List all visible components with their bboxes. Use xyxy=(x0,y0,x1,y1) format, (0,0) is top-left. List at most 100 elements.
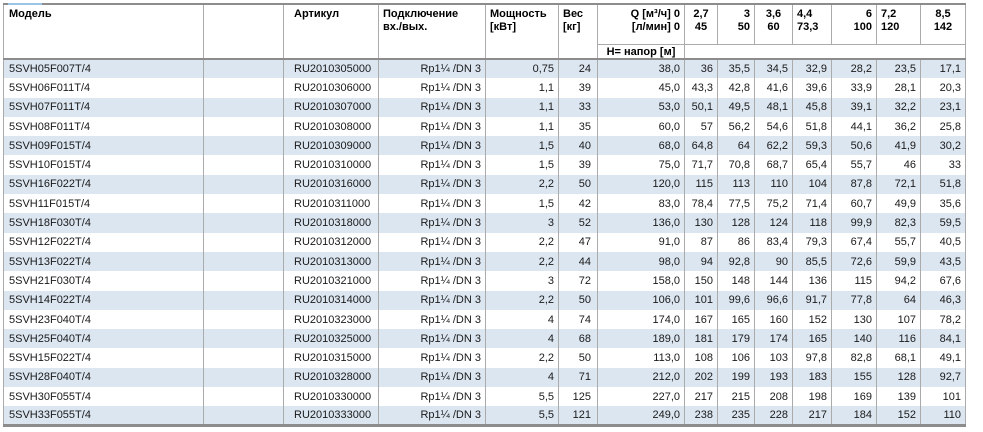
table-row: 5SVH15F022T/4 RU2010315000 Rp1¼ /DN 3 2,… xyxy=(3,348,966,368)
model-cell: 5SVH07F011T/4 xyxy=(3,97,204,117)
model-cell: 5SVH25F040T/4 xyxy=(3,329,204,349)
article-cell: RU2010310000 xyxy=(283,155,379,175)
head-q0-cell: 227,0 xyxy=(597,387,685,407)
head-cell-6: 41,9 xyxy=(876,136,921,156)
head-cell-5: 184 xyxy=(831,406,877,428)
head-cell-4: 45,8 xyxy=(792,97,832,117)
flow-lmin-value: 73,3 xyxy=(797,21,819,33)
table-row: 5SVH18F030T/4 RU2010318000 Rp1¼ /DN 3 3 … xyxy=(3,213,966,233)
head-cell-3: 62,2 xyxy=(754,136,793,156)
col-header-article: Артикул xyxy=(283,4,379,60)
head-cell-1: 130 xyxy=(684,213,718,233)
col-header-weight-line2: [кг] xyxy=(563,21,581,33)
flow-m3h-value: 8,5 xyxy=(935,8,951,20)
head-cell-2: 70,8 xyxy=(717,155,755,175)
flow-lmin-value: 60 xyxy=(767,21,780,33)
head-cell-3: 75,2 xyxy=(754,194,793,214)
head-cell-4: 136 xyxy=(792,271,832,291)
article-cell: RU2010305000 xyxy=(283,59,379,79)
head-cell-4: 165 xyxy=(792,329,832,349)
weight-cell: 68 xyxy=(558,329,598,349)
head-cell-2: 113 xyxy=(717,174,755,195)
head-cell-2: 235 xyxy=(717,406,755,428)
weight-cell: 71 xyxy=(558,367,598,388)
weight-cell: 74 xyxy=(558,309,598,330)
table-row: 5SVH28F040T/4 RU2010328000 Rp1¼ /DN 3 4 … xyxy=(3,367,966,388)
head-cell-4: 183 xyxy=(792,367,832,388)
head-cell-6: 28,1 xyxy=(876,78,921,98)
col-header-power-line2: [кВт] xyxy=(490,21,517,33)
connection-cell: Rp1¼ /DN 3 xyxy=(378,290,486,310)
head-cell-4: 32,9 xyxy=(792,59,832,79)
head-cell-5: 140 xyxy=(831,329,877,349)
head-q0-cell: 158,0 xyxy=(597,271,685,291)
head-cell-1: 108 xyxy=(684,348,718,368)
subheader-empty-cell xyxy=(684,44,966,60)
head-cell-5: 87,8 xyxy=(831,174,877,195)
head-cell-7: 84,1 xyxy=(920,329,966,349)
spacer-cell xyxy=(203,116,284,137)
head-cell-6: 94,2 xyxy=(876,271,921,291)
head-cell-4: 71,4 xyxy=(792,194,832,214)
head-q0-cell: 75,0 xyxy=(597,155,685,175)
head-cell-2: 56,2 xyxy=(717,116,755,137)
weight-cell: 44 xyxy=(558,251,598,272)
article-cell: RU2010315000 xyxy=(283,348,379,368)
spacer-cell xyxy=(203,174,284,195)
weight-cell: 125 xyxy=(558,387,598,407)
weight-cell: 121 xyxy=(558,406,598,428)
head-cell-7: 43,5 xyxy=(920,251,966,272)
head-cell-6: 107 xyxy=(876,309,921,330)
model-cell: 5SVH09F015T/4 xyxy=(3,136,204,156)
model-cell: 5SVH06F011T/4 xyxy=(3,78,204,98)
article-cell: RU2010321000 xyxy=(283,271,379,291)
head-cell-6: 32,2 xyxy=(876,97,921,117)
weight-cell: 50 xyxy=(558,348,598,368)
weight-cell: 33 xyxy=(558,97,598,117)
head-cell-1: 36 xyxy=(684,59,718,79)
head-q0-cell: 120,0 xyxy=(597,174,685,195)
col-header-connection-line1: Подключение xyxy=(383,8,459,20)
table-row: 5SVH09F015T/4 RU2010309000 Rp1¼ /DN 3 1,… xyxy=(3,136,966,156)
flow-lmin-value: 142 xyxy=(933,21,953,33)
power-cell: 2,2 xyxy=(485,232,559,252)
head-cell-2: 86 xyxy=(717,232,755,252)
flow-m3h-value: 3 xyxy=(743,8,750,20)
col-header-power-line1: Мощность xyxy=(490,8,547,20)
article-cell: RU2010312000 xyxy=(283,232,379,252)
weight-cell: 39 xyxy=(558,78,598,98)
col-header-flow-rate: 2,7 45 xyxy=(684,4,718,45)
head-cell-6: 152 xyxy=(876,406,921,428)
head-cell-7: 23,1 xyxy=(920,97,966,117)
weight-cell: 24 xyxy=(558,59,598,79)
col-header-connection: Подключение вх./вых. xyxy=(378,4,486,60)
head-cell-1: 150 xyxy=(684,271,718,291)
header-row-subheader: H= напор [м] xyxy=(4,44,966,60)
head-cell-4: 104 xyxy=(792,174,832,195)
head-q0-cell: 53,0 xyxy=(597,97,685,117)
head-cell-2: 199 xyxy=(717,367,755,388)
head-cell-2: 128 xyxy=(717,213,755,233)
model-cell: 5SVH30F055T/4 xyxy=(3,387,204,407)
head-cell-5: 39,1 xyxy=(831,97,877,117)
head-cell-7: 33 xyxy=(920,155,966,175)
table-row: 5SVH10F015T/4 RU2010310000 Rp1¼ /DN 3 1,… xyxy=(3,155,966,175)
connection-cell: Rp1¼ /DN 3 xyxy=(378,406,486,428)
head-cell-6: 116 xyxy=(876,329,921,349)
head-cell-6: 49,9 xyxy=(876,194,921,214)
head-cell-4: 198 xyxy=(792,387,832,407)
spacer-cell xyxy=(203,387,284,407)
article-cell: RU2010328000 xyxy=(283,367,379,388)
head-cell-4: 91,7 xyxy=(792,290,832,310)
head-cell-1: 71,7 xyxy=(684,155,718,175)
weight-cell: 35 xyxy=(558,116,598,137)
connection-cell: Rp1¼ /DN 3 xyxy=(378,271,486,291)
col-header-flow-zero-line2: [л/мин] 0 xyxy=(631,21,680,33)
article-cell: RU2010309000 xyxy=(283,136,379,156)
power-cell: 5,5 xyxy=(485,406,559,428)
head-q0-cell: 212,0 xyxy=(597,367,685,388)
model-cell: 5SVH33F055T/4 xyxy=(3,406,204,428)
head-cell-3: 160 xyxy=(754,309,793,330)
article-cell: RU2010333000 xyxy=(283,406,379,428)
head-cell-3: 208 xyxy=(754,387,793,407)
